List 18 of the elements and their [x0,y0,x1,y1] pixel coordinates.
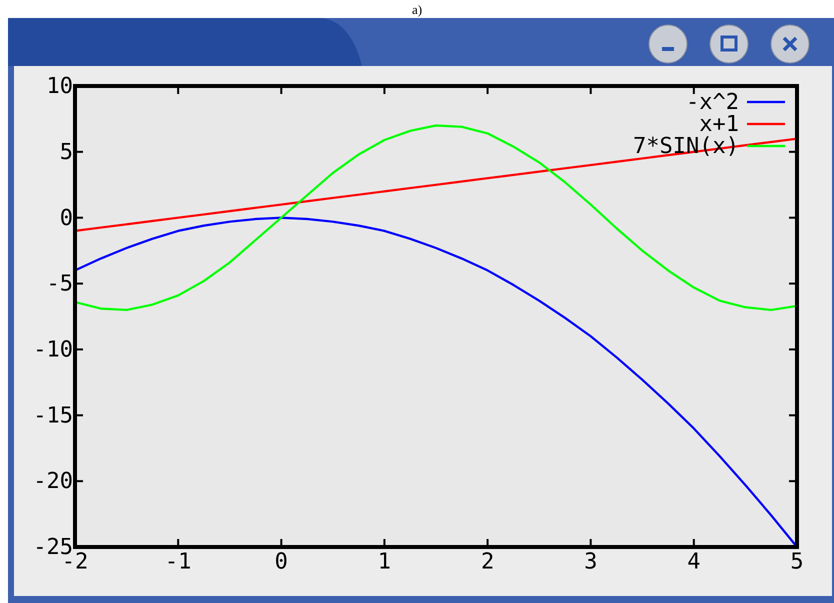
y-tick-label: -10 [33,337,73,362]
x-tick-label: 0 [274,550,288,575]
legend-label: x+1 [699,112,739,137]
y-tick-label: -5 [46,272,73,297]
y-tick-label: 0 [60,206,73,231]
x-tick-label: 1 [378,550,392,575]
text: a) [412,2,422,17]
x-tick-label: 3 [584,550,598,575]
y-tick-label: -20 [33,469,73,494]
x-tick-label: 5 [790,550,804,575]
x-tick-label: 2 [480,550,494,575]
legend-label: 7*SIN(x) [633,134,739,159]
y-tick-label: 5 [60,140,73,165]
y-tick-label: -15 [33,403,73,428]
legend-label: -x^2 [686,90,739,115]
y-tick-label: 10 [46,74,73,100]
x-tick-label: 4 [687,550,700,575]
x-tick-label: -1 [164,550,192,575]
